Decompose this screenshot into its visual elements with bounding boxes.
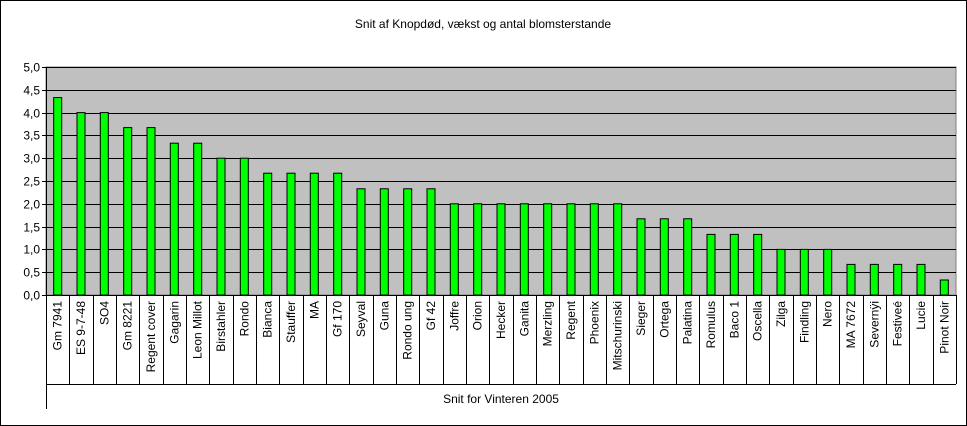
bar: [473, 203, 483, 296]
x-tick-label: Mitschurinski: [611, 301, 625, 370]
bar: [263, 172, 273, 296]
bar: [333, 172, 343, 296]
bar: [893, 263, 903, 296]
x-tick-label: Phoenix: [587, 301, 601, 344]
y-tick-labels: 0,0 0,5 1,0 1,5 2,0 2,5 3,0 3,5 4,0 4,5 5,0: [23, 61, 40, 303]
x-tick-label: Oscella: [751, 301, 765, 341]
x-tick-label: Rondo ung: [401, 301, 415, 360]
bar: [776, 248, 786, 296]
x-tick-label: Lucie: [914, 301, 928, 330]
bar: [146, 127, 156, 296]
x-tick-label: Orion: [471, 301, 485, 330]
x-tick-label: Festiveé: [891, 301, 905, 347]
x-tick-label: Gf 42: [424, 301, 438, 331]
bar: [543, 203, 553, 296]
bar: [76, 112, 86, 296]
bar: [123, 127, 133, 296]
bar: [53, 97, 63, 296]
x-tick-label: Joffre: [447, 301, 461, 331]
bar: [286, 172, 296, 296]
x-tick-label: Baco 1: [727, 301, 741, 339]
x-tick-label: ES 9-7-48: [74, 301, 88, 355]
x-tick-label: Leon Millot: [191, 300, 205, 359]
y-tick-label: 2,5: [23, 175, 40, 189]
y-tick-label: 1,0: [23, 243, 40, 257]
bar: [753, 233, 763, 296]
bar: [379, 188, 389, 296]
x-tick-label: Ortega: [657, 301, 671, 338]
y-tick-label: 3,0: [23, 152, 40, 166]
bar: [729, 233, 739, 296]
x-tick-label: Merzling: [541, 301, 555, 346]
bar: [566, 203, 576, 296]
x-tick-label: Regent: [564, 300, 578, 339]
bars: [53, 97, 949, 296]
x-tick-label: Sieger: [634, 301, 648, 336]
y-tick-label: 4,0: [23, 107, 40, 121]
bar: [99, 112, 109, 296]
x-tick-label: MA: [307, 301, 321, 319]
x-tick-label: Bianca: [261, 301, 275, 338]
x-tick-label: Gm 8221: [121, 301, 135, 351]
x-tick-label: Seyval: [354, 301, 368, 337]
bar: [193, 142, 203, 296]
x-tick-label: SO4: [97, 301, 111, 325]
x-tick-label: MA 7672: [844, 301, 858, 349]
y-tick-label: 3,5: [23, 129, 40, 143]
bar: [426, 188, 436, 296]
axes: [42, 67, 957, 409]
x-tick-label: Nero: [821, 301, 835, 327]
y-tick-label: 2,0: [23, 198, 40, 212]
bar: [706, 233, 716, 296]
bar: [403, 188, 413, 296]
bar: [309, 172, 319, 296]
x-tick-label: Regent cover: [144, 301, 158, 372]
x-tick-label: Birstahler: [214, 301, 228, 352]
x-tick-label: Palatina: [681, 301, 695, 345]
bar: [916, 263, 926, 296]
bar: [636, 218, 646, 296]
x-tick-label: Gagarin: [167, 301, 181, 344]
x-tick-label: Findling: [797, 301, 811, 343]
bar: [356, 188, 366, 296]
bar: [823, 248, 833, 296]
x-tick-labels: Gm 7941 ES 9-7-48 SO4 Gm 8221 Regent cover Ga…: [51, 300, 952, 372]
bar: [683, 218, 693, 296]
bar: [659, 218, 669, 296]
x-tick-label: Gf 170: [331, 301, 345, 337]
bar: [869, 263, 879, 296]
chart-title: Snit af Knopdød, vækst og antal blomster…: [355, 17, 611, 31]
x-tick-label: Stauffer: [284, 301, 298, 343]
category-group-label: Snit for Vinteren 2005: [443, 392, 559, 406]
bar: [613, 203, 623, 296]
x-tick-label: Severnÿi: [867, 301, 881, 348]
x-tick-label: Guna: [377, 301, 391, 331]
bar: [216, 157, 226, 296]
y-tick-label: 4,5: [23, 84, 40, 98]
bar: [846, 263, 856, 296]
bar: [589, 203, 599, 296]
y-tick-label: 1,5: [23, 221, 40, 235]
x-tick-label: Gm 7941: [51, 301, 65, 351]
x-tick-label: Zilga: [774, 301, 788, 327]
y-tick-label: 0,5: [23, 266, 40, 280]
x-tick-label: Romulus: [704, 301, 718, 348]
bar: [449, 203, 459, 296]
bar: [519, 203, 529, 296]
y-tick-label: 0,0: [23, 289, 40, 303]
x-tick-label: Hecker: [494, 301, 508, 339]
bar: [239, 157, 249, 296]
x-tick-label: Ganita: [517, 301, 531, 337]
bar: [169, 142, 179, 296]
x-tick-label: Pinot Noir: [937, 301, 951, 354]
bar: [799, 248, 809, 296]
y-tick-label: 5,0: [23, 61, 40, 75]
x-tick-label: Rondo: [237, 301, 251, 337]
bar: [496, 203, 506, 296]
bar: [939, 279, 949, 296]
